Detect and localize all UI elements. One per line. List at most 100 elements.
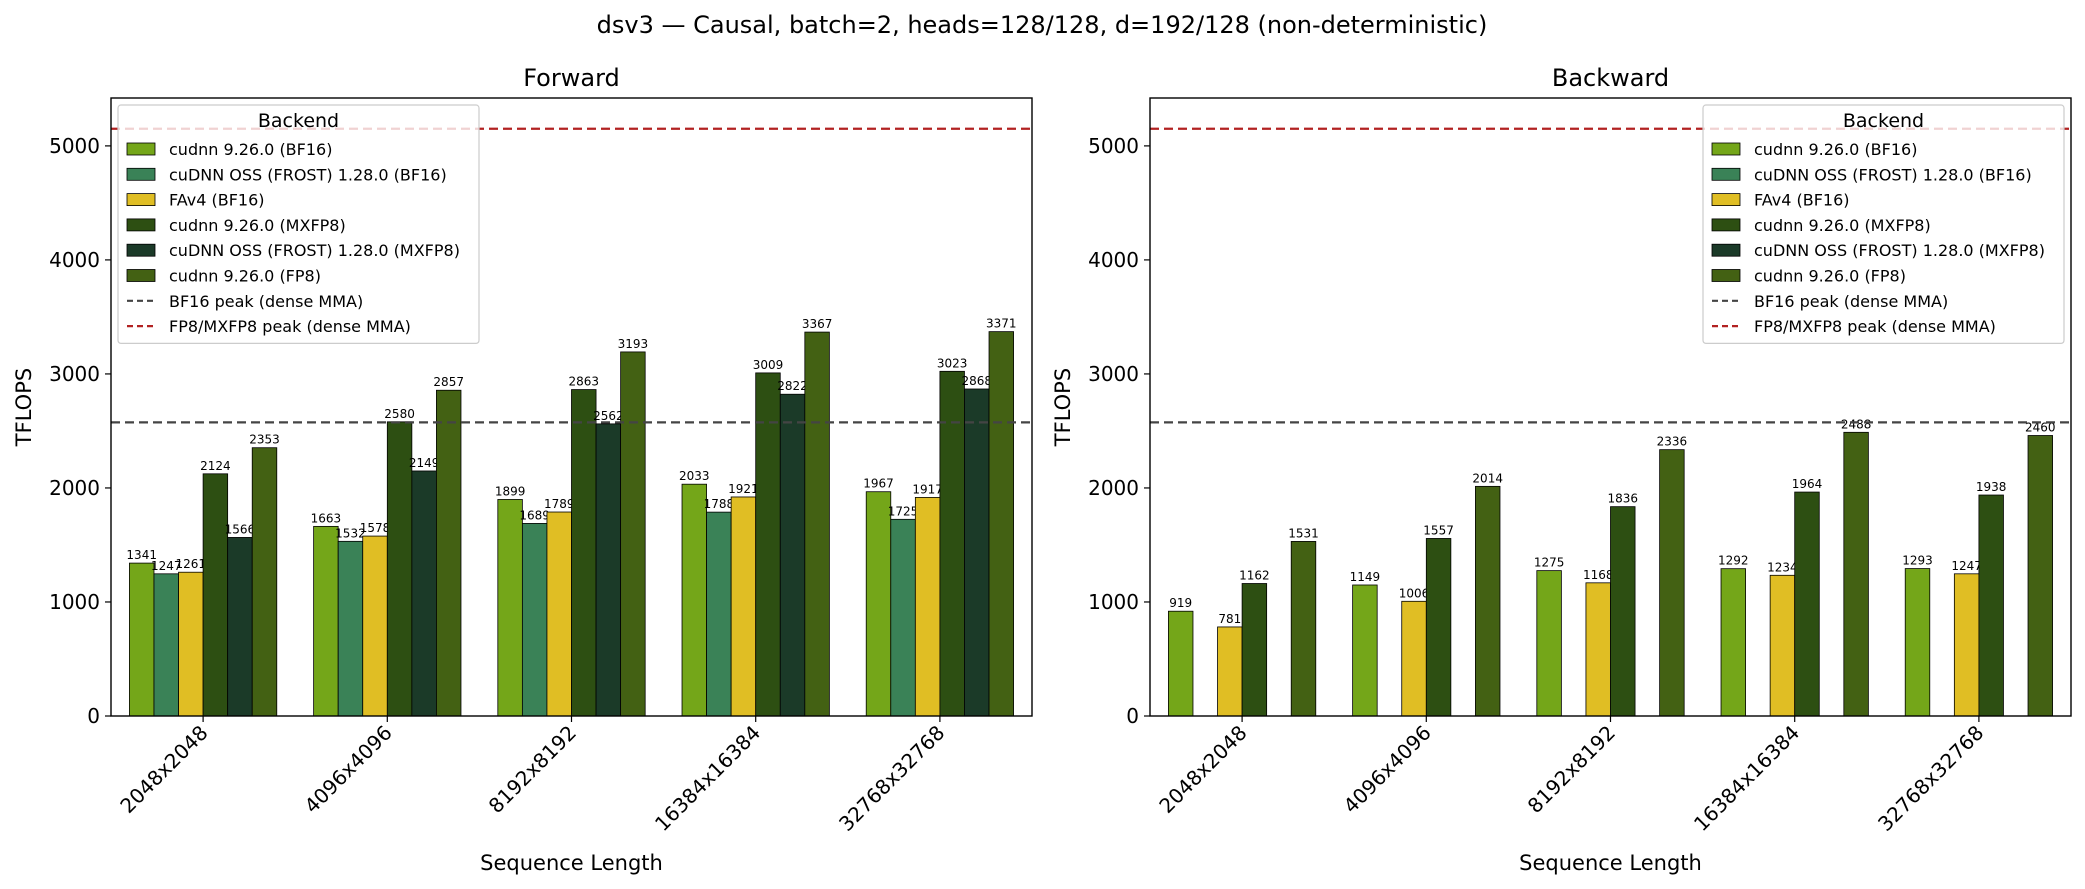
data-label: 1531 [1288,526,1319,540]
data-label: 781 [1218,612,1241,626]
data-label: 1836 [1608,492,1639,506]
bar-cudnn-oss-frost-1-28-0-mxfp8-32768x32768 [964,388,990,717]
bar-fav4-bf16-2048x2048 [1217,626,1243,717]
bar-cudnn-9-26-0-mxfp8-8192x8192 [1610,506,1636,717]
legend-label: cudnn 9.26.0 (BF16) [1754,140,1917,159]
data-label: 2488 [1841,417,1872,431]
y-tick-label: 4000 [49,248,100,272]
data-label: 2353 [249,433,280,447]
bar-cudnn-9-26-0-fp8-2048x2048 [1290,541,1317,717]
data-label: 2033 [679,469,710,483]
data-label: 1532 [335,526,366,540]
legend-label: cuDNN OSS (FROST) 1.28.0 (BF16) [1754,165,2032,184]
data-label: 3371 [986,317,1017,331]
bar-fav4-bf16-4096x4096 [362,535,388,717]
legend: Backend cudnn 9.26.0 (BF16) cuDNN OSS (FRO… [1702,104,2065,344]
data-label: 1234 [1767,560,1798,574]
data-label: 1938 [1976,480,2007,494]
legend-swatch [126,193,156,207]
data-label: 2336 [1657,435,1688,449]
bar-cudnn-9-26-0-fp8-32768x32768 [2027,435,2053,717]
bar-cudnn-9-26-0-bf16-8192x8192 [1536,570,1562,717]
legend-swatch [1711,269,1741,282]
bar-cudnn-oss-frost-1-28-0-bf16-4096x4096 [337,540,364,717]
legend: Backend cudnn 9.26.0 (BF16) cuDNN OSS (FRO… [117,104,480,344]
legend-label: BF16 peak (dense MMA) [169,292,363,311]
bar-fav4-bf16-16384x16384 [1769,574,1796,717]
legend-swatch [126,142,156,156]
data-label: 3193 [618,337,649,351]
figure-title: dsv3 — Causal, batch=2, heads=128/128, d… [597,11,1488,39]
data-label: 2822 [777,379,808,393]
bar-cudnn-9-26-0-bf16-2048x2048 [129,562,155,717]
bar-cudnn-9-26-0-mxfp8-8192x8192 [571,389,597,717]
y-axis-label: TFLOPS [1051,368,1075,447]
y-tick-label: 5000 [1088,134,1139,158]
bar-cudnn-9-26-0-bf16-8192x8192 [497,499,523,717]
bar-cudnn-9-26-0-fp8-8192x8192 [1659,449,1685,717]
data-label: 2863 [569,375,600,389]
data-label: 3023 [937,356,968,370]
legend-label: cuDNN OSS (FROST) 1.28.0 (MXFP8) [169,241,460,260]
legend-label: cudnn 9.26.0 (FP8) [1754,267,1906,286]
panel-title: Backward [1552,64,1669,92]
bar-cudnn-9-26-0-fp8-4096x4096 [1475,485,1501,717]
bar-cudnn-9-26-0-mxfp8-16384x16384 [755,372,781,717]
legend-swatch [126,269,156,282]
legend-swatch [1711,193,1741,207]
data-label: 2580 [384,407,415,421]
legend-label: FP8/MXFP8 peak (dense MMA) [169,317,411,336]
x-axis-label: Sequence Length [1519,851,1702,875]
data-label: 2014 [1472,471,1503,485]
y-tick-label: 5000 [49,134,100,158]
bar-cudnn-oss-frost-1-28-0-bf16-2048x2048 [153,573,179,717]
data-label: 1917 [912,482,943,496]
data-label: 1162 [1239,569,1270,583]
bar-cudnn-9-26-0-bf16-32768x32768 [1904,568,1931,717]
x-axis-label: Sequence Length [480,851,663,875]
bar-cudnn-9-26-0-bf16-16384x16384 [681,483,707,717]
bar-cudnn-9-26-0-mxfp8-4096x4096 [386,421,413,717]
data-label: 1578 [360,521,391,535]
bar-cudnn-oss-frost-1-28-0-bf16-8192x8192 [521,523,548,717]
y-tick-label: 3000 [49,362,100,386]
data-label: 2124 [200,459,231,473]
data-label: 919 [1169,596,1192,610]
bar-cudnn-9-26-0-fp8-2048x2048 [251,447,278,717]
panel-title: Forward [523,64,620,92]
legend-label: BF16 peak (dense MMA) [1754,292,1948,311]
bar-fav4-bf16-32768x32768 [1953,573,1980,717]
data-label: 1341 [126,548,157,562]
bar-fav4-bf16-32768x32768 [914,497,941,717]
data-label: 2868 [961,374,992,388]
data-label: 1789 [544,497,575,511]
bar-cudnn-9-26-0-mxfp8-4096x4096 [1425,538,1452,717]
data-label: 1006 [1399,586,1430,600]
bar-cudnn-oss-frost-1-28-0-bf16-16384x16384 [706,511,732,717]
bar-cudnn-oss-frost-1-28-0-mxfp8-4096x4096 [411,470,437,717]
y-tick-label: 0 [87,704,100,728]
y-tick-label: 2000 [49,476,100,500]
forward-panel: 1341 1663 1899 2033 1967 1247 1532 1689 1788 1725… [12,64,1033,875]
y-tick-label: 0 [1126,704,1139,728]
data-label: 1168 [1583,568,1614,582]
bar-cudnn-9-26-0-fp8-32768x32768 [988,331,1014,717]
bar-cudnn-9-26-0-mxfp8-16384x16384 [1794,491,1820,717]
data-label: 3009 [753,358,784,372]
data-label: 1149 [1350,570,1381,584]
bar-fav4-bf16-16384x16384 [730,496,757,717]
bar-cudnn-9-26-0-fp8-16384x16384 [1843,431,1869,717]
legend-swatch [126,243,156,257]
y-tick-label: 2000 [1088,476,1139,500]
data-label: 1275 [1534,556,1565,570]
bar-cudnn-oss-frost-1-28-0-bf16-32768x32768 [890,518,916,717]
legend-swatch [1711,218,1741,232]
data-label: 1921 [728,482,759,496]
bar-cudnn-9-26-0-bf16-2048x2048 [1168,610,1194,717]
data-label: 1292 [1718,554,1749,568]
bar-cudnn-9-26-0-mxfp8-2048x2048 [202,473,229,717]
legend-title: Backend [258,110,339,132]
data-label: 1967 [863,477,894,491]
legend-swatch [126,167,156,181]
